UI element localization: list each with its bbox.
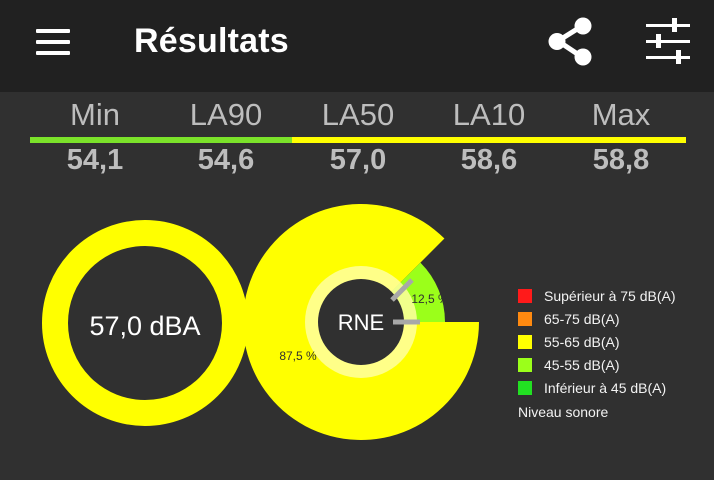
legend-swatch <box>518 335 532 349</box>
legend-item: 45-55 dB(A) <box>518 356 708 379</box>
rne-divider <box>390 278 414 302</box>
legend-swatch <box>518 312 532 326</box>
rne-pie-chart <box>242 203 479 440</box>
rne-segment-label-green: 12,5 % <box>411 292 449 306</box>
stat-value: 54,6 <box>197 144 255 176</box>
legend-label: 55-65 dB(A) <box>544 334 620 350</box>
stat-value: 54,1 <box>66 144 124 176</box>
legend-item: Inférieur à 45 dB(A) <box>518 379 708 402</box>
gauge-value: 57,0 dBA <box>89 311 200 341</box>
app-bar: Résultats <box>0 0 714 92</box>
menu-icon[interactable] <box>34 27 72 57</box>
stat-value: 57,0 <box>329 144 387 176</box>
legend-item: Supérieur à 75 dB(A) <box>518 287 708 310</box>
rne-segment-label-yellow: 87,5 % <box>279 349 317 363</box>
stat-la90: LA90 54,6 <box>161 96 291 177</box>
stat-label: LA50 <box>321 97 395 132</box>
legend-label: 65-75 dB(A) <box>544 311 620 327</box>
stat-la10: LA10 58,6 <box>424 96 554 177</box>
stat-label: LA90 <box>189 97 263 132</box>
rne-center-hole <box>318 279 404 365</box>
tune-sliders-icon[interactable] <box>642 16 694 68</box>
stat-value: 58,8 <box>592 144 650 176</box>
stat-label: Max <box>591 97 651 132</box>
legend-label: Supérieur à 75 dB(A) <box>544 288 676 304</box>
stat-label: LA10 <box>452 97 526 132</box>
page-title: Résultats <box>134 22 289 60</box>
rne-center-label: RNE <box>338 310 384 335</box>
level-bar-yellow <box>292 137 686 143</box>
stat-label: Min <box>70 97 120 132</box>
level-bar-green <box>30 137 292 143</box>
legend-swatch <box>518 289 532 303</box>
legend-swatch <box>518 358 532 372</box>
level-gauge-ring <box>42 220 248 426</box>
stat-la50: LA50 57,0 <box>293 96 423 177</box>
legend-swatch <box>518 381 532 395</box>
legend-item: 55-65 dB(A) <box>518 333 708 356</box>
legend-label: Inférieur à 45 dB(A) <box>544 380 667 396</box>
stat-value: 58,6 <box>460 144 518 176</box>
statistics-row: Min 54,1 LA90 54,6 LA50 57,0 LA10 58,6 M… <box>30 96 686 186</box>
legend-footer: Niveau sonore <box>518 404 609 420</box>
share-icon[interactable] <box>546 16 596 68</box>
stat-max: Max 58,8 <box>556 96 686 177</box>
legend-item: 65-75 dB(A) <box>518 310 708 333</box>
legend-label: 45-55 dB(A) <box>544 357 620 373</box>
stat-min: Min 54,1 <box>30 96 160 177</box>
legend: Supérieur à 75 dB(A) 65-75 dB(A) 55-65 d… <box>518 287 708 420</box>
